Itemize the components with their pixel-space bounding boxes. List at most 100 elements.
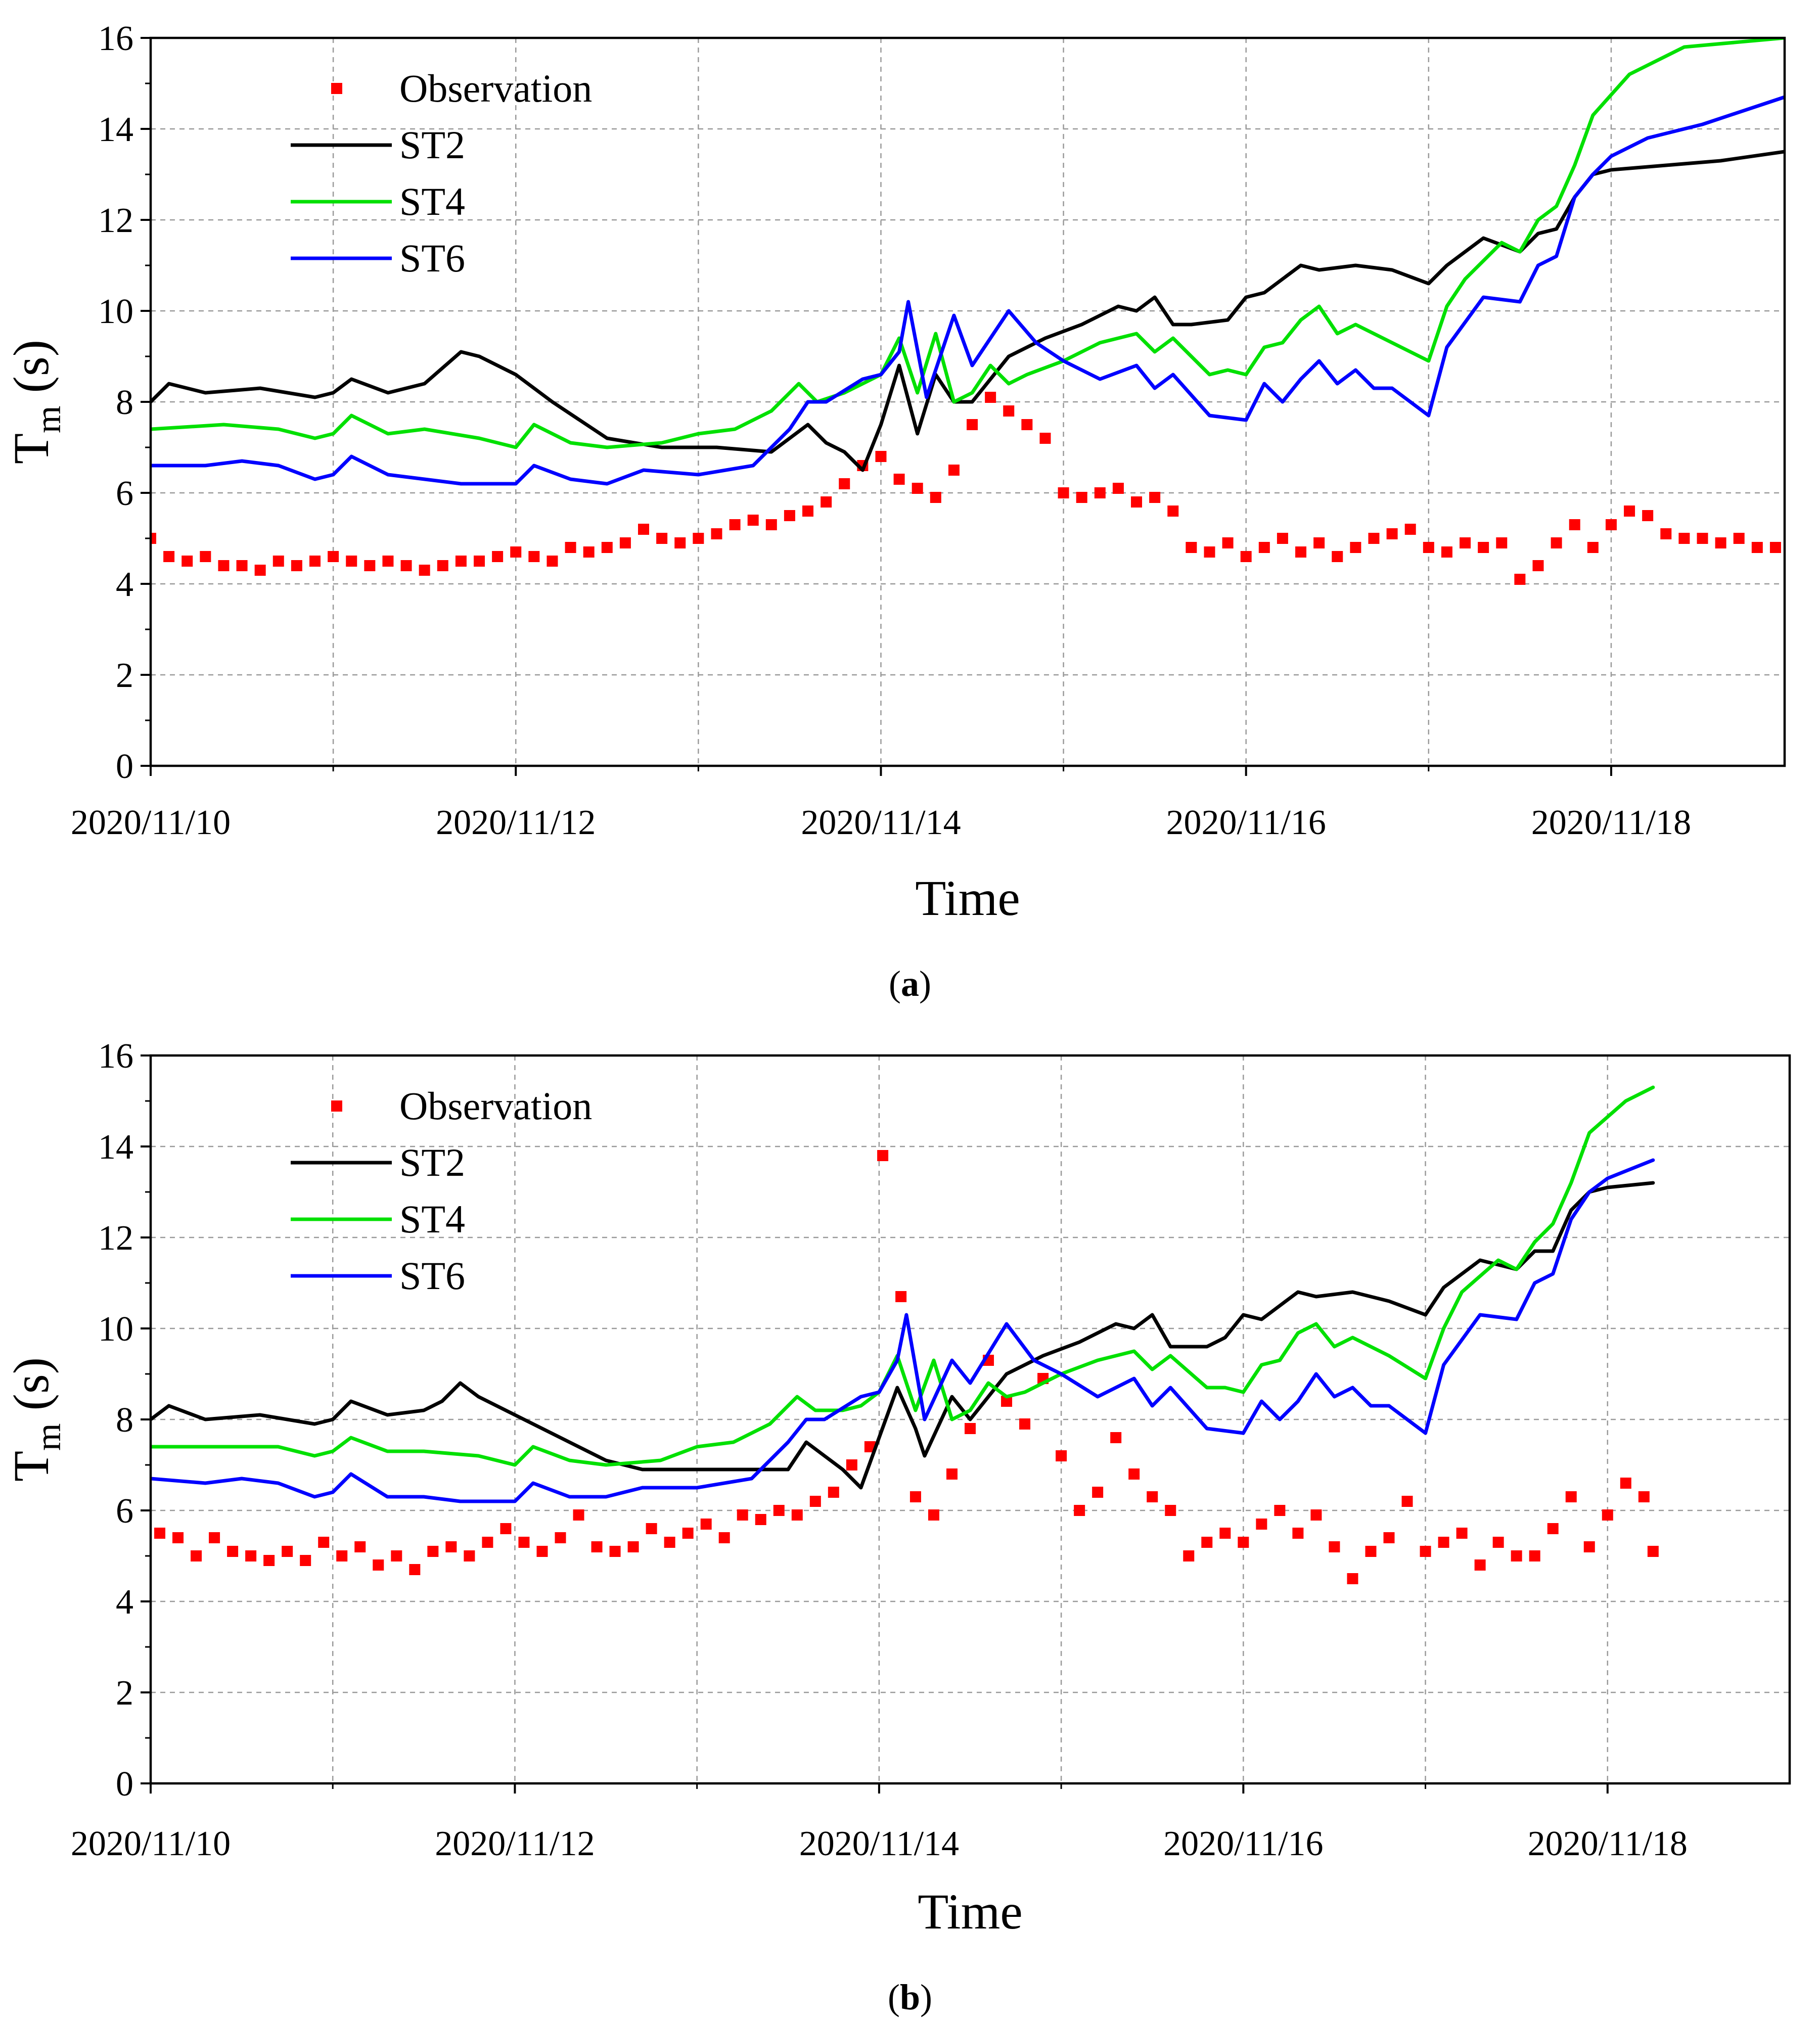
observation-point bbox=[1240, 551, 1252, 562]
x-axis-title: Time bbox=[915, 870, 1020, 926]
observation-point bbox=[1697, 533, 1708, 544]
observation-point bbox=[1647, 1546, 1659, 1557]
x-axis-title: Time bbox=[918, 1883, 1023, 1940]
observation-point bbox=[1715, 537, 1726, 548]
observation-point bbox=[209, 1532, 220, 1543]
observation-point bbox=[609, 1546, 621, 1557]
legend-label-st2: ST2 bbox=[399, 123, 465, 167]
legend: Observation ST2 ST4 ST6 bbox=[291, 1084, 592, 1298]
observation-point bbox=[1256, 1519, 1267, 1530]
observation-point bbox=[1295, 546, 1307, 558]
observation-point bbox=[1678, 533, 1690, 544]
observation-point bbox=[409, 1564, 421, 1575]
x-tick-label: 2020/11/12 bbox=[436, 803, 596, 842]
observation-point bbox=[492, 551, 504, 562]
y-tick-label: 16 bbox=[98, 1037, 133, 1076]
x-tick-label: 2020/11/14 bbox=[801, 803, 961, 842]
observation-point bbox=[445, 1541, 457, 1552]
observation-point bbox=[909, 1491, 921, 1502]
plot-area bbox=[151, 1085, 1659, 1584]
y-tick-label: 4 bbox=[116, 565, 133, 604]
observation-point bbox=[573, 1509, 584, 1521]
x-tick-label: 2020/11/16 bbox=[1166, 803, 1326, 842]
x-axis: 2020/11/10 2020/11/12 2020/11/14 2020/11/16… bbox=[71, 1783, 1688, 1863]
panel-caption: (a) bbox=[889, 963, 931, 1004]
y-axis-title-unit: (s) bbox=[3, 1357, 59, 1423]
legend-label-st4: ST4 bbox=[399, 1197, 465, 1241]
series-observation bbox=[151, 392, 1781, 585]
observation-point bbox=[565, 542, 576, 553]
observation-point bbox=[391, 1550, 402, 1561]
observation-point bbox=[1277, 533, 1288, 544]
observation-point bbox=[928, 1509, 939, 1521]
observation-point bbox=[346, 556, 357, 567]
y-tick-label: 10 bbox=[98, 1310, 133, 1349]
y-tick-label: 12 bbox=[98, 201, 133, 240]
plot-area bbox=[151, 38, 1785, 585]
observation-point bbox=[555, 1532, 566, 1543]
observation-point bbox=[1222, 537, 1234, 548]
observation-point bbox=[1347, 1573, 1358, 1584]
y-axis-title-subscript: m bbox=[29, 405, 68, 433]
y-axis-title-unit: (s) bbox=[3, 340, 59, 406]
x-tick-label: 2020/11/10 bbox=[71, 803, 231, 842]
y-tick-label: 2 bbox=[116, 1674, 133, 1713]
observation-point bbox=[500, 1523, 512, 1534]
legend-label-st6: ST6 bbox=[399, 236, 465, 280]
observation-point bbox=[419, 565, 430, 576]
y-tick-label: 8 bbox=[116, 383, 133, 422]
x-tick-label: 2020/11/18 bbox=[1528, 1824, 1688, 1863]
observation-point bbox=[1769, 542, 1781, 553]
observation-point bbox=[1274, 1505, 1286, 1516]
legend-label-st2: ST2 bbox=[399, 1140, 465, 1184]
y-tick-label: 0 bbox=[116, 1765, 133, 1804]
legend-label-st6: ST6 bbox=[399, 1254, 465, 1298]
observation-point bbox=[245, 1550, 257, 1561]
observation-point bbox=[291, 560, 302, 571]
observation-point bbox=[1092, 1487, 1104, 1498]
observation-point bbox=[877, 1150, 889, 1161]
legend-label-st4: ST4 bbox=[399, 179, 465, 223]
observation-point bbox=[1420, 1546, 1431, 1557]
observation-point bbox=[821, 496, 832, 508]
observation-point bbox=[400, 560, 412, 571]
observation-point bbox=[765, 519, 777, 530]
y-axis-title-main: T bbox=[3, 1451, 59, 1482]
observation-point bbox=[1058, 487, 1069, 498]
y-tick-label: 6 bbox=[116, 1492, 133, 1531]
observation-point bbox=[638, 524, 650, 535]
x-axis: 2020/11/10 2020/11/12 2020/11/14 2020/11/16… bbox=[71, 766, 1691, 842]
observation-point bbox=[965, 1423, 976, 1434]
observation-point bbox=[1605, 519, 1617, 530]
x-tick-label: 2020/11/16 bbox=[1163, 1824, 1323, 1863]
observation-point bbox=[1751, 542, 1763, 553]
observation-point bbox=[364, 560, 376, 571]
observation-point bbox=[627, 1541, 639, 1552]
observation-point bbox=[427, 1546, 439, 1557]
observation-point bbox=[1056, 1450, 1067, 1461]
observation-point bbox=[1474, 1559, 1486, 1571]
y-tick-label: 6 bbox=[116, 474, 133, 513]
observation-point bbox=[1529, 1550, 1540, 1561]
caption-paren-open: ( bbox=[888, 1977, 900, 2017]
observation-point bbox=[1602, 1509, 1613, 1521]
observation-point bbox=[464, 1550, 475, 1561]
observation-point bbox=[591, 1541, 603, 1552]
legend-label-observation: Observation bbox=[399, 66, 592, 110]
observation-point bbox=[154, 1528, 166, 1539]
observation-point bbox=[1587, 542, 1599, 553]
y-tick-label: 12 bbox=[98, 1219, 133, 1258]
observation-point bbox=[718, 1532, 730, 1543]
observation-point bbox=[1003, 405, 1015, 417]
observation-point bbox=[254, 565, 266, 576]
observation-point bbox=[528, 551, 540, 562]
y-axis-title: Tm (s) bbox=[3, 1357, 68, 1482]
series-line-st6 bbox=[151, 1158, 1655, 1503]
observation-point bbox=[1496, 537, 1508, 548]
observation-point bbox=[1147, 1491, 1158, 1502]
y-tick-label: 0 bbox=[116, 747, 133, 786]
observation-point bbox=[191, 1550, 202, 1561]
observation-point bbox=[1514, 574, 1526, 585]
